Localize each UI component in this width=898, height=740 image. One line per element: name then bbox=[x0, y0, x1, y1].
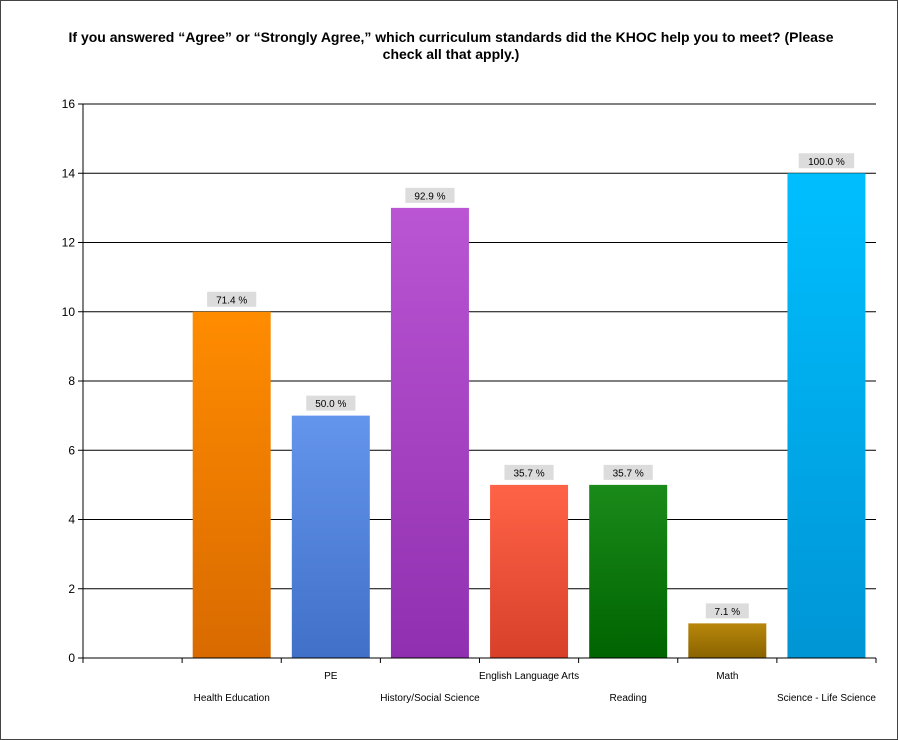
bars bbox=[192, 173, 866, 658]
y-tick-label: 10 bbox=[62, 305, 76, 319]
axes bbox=[78, 103, 877, 663]
data-label: 7.1 % bbox=[715, 607, 741, 618]
bar bbox=[589, 484, 668, 658]
chart-title: If you answered “Agree” or “Strongly Agr… bbox=[68, 29, 834, 62]
y-tick-label: 16 bbox=[62, 97, 76, 111]
category-label: Science - Life Science bbox=[777, 693, 876, 704]
data-label: 71.4 % bbox=[216, 295, 247, 306]
bar bbox=[390, 207, 469, 658]
category-label: Health Education bbox=[194, 693, 270, 704]
bar bbox=[291, 415, 370, 658]
category-label: Reading bbox=[610, 693, 647, 704]
data-label-background bbox=[603, 464, 653, 480]
y-tick-label: 0 bbox=[68, 651, 75, 665]
data-label-background bbox=[306, 395, 356, 411]
y-tick-label: 12 bbox=[62, 236, 76, 250]
data-label: 50.0 % bbox=[315, 399, 346, 410]
y-tick-label: 14 bbox=[62, 166, 76, 180]
y-tick-label: 6 bbox=[68, 443, 75, 457]
bar bbox=[688, 623, 767, 658]
data-label: 35.7 % bbox=[613, 468, 644, 479]
bar bbox=[192, 311, 271, 658]
category-label: Math bbox=[716, 671, 738, 682]
data-label-background bbox=[207, 291, 257, 307]
bar bbox=[787, 173, 866, 658]
y-tick-label: 4 bbox=[68, 513, 75, 527]
data-label-background bbox=[504, 464, 554, 480]
bar bbox=[490, 484, 569, 658]
y-tick-label: 2 bbox=[68, 582, 75, 596]
data-label-background bbox=[798, 153, 855, 169]
y-tick-label: 8 bbox=[68, 374, 75, 388]
data-label: 92.9 % bbox=[414, 191, 445, 202]
category-label: PE bbox=[324, 671, 338, 682]
category-label: English Language Arts bbox=[479, 671, 579, 682]
category-label: History/Social Science bbox=[380, 693, 480, 704]
data-label: 35.7 % bbox=[513, 468, 544, 479]
data-label-background bbox=[705, 603, 749, 619]
data-label: 100.0 % bbox=[808, 157, 845, 168]
labels: 0 2 4 6 8 10 12 14 16 71.4 % Health Education 50.0 … bbox=[62, 97, 877, 704]
data-label-background bbox=[405, 187, 455, 203]
